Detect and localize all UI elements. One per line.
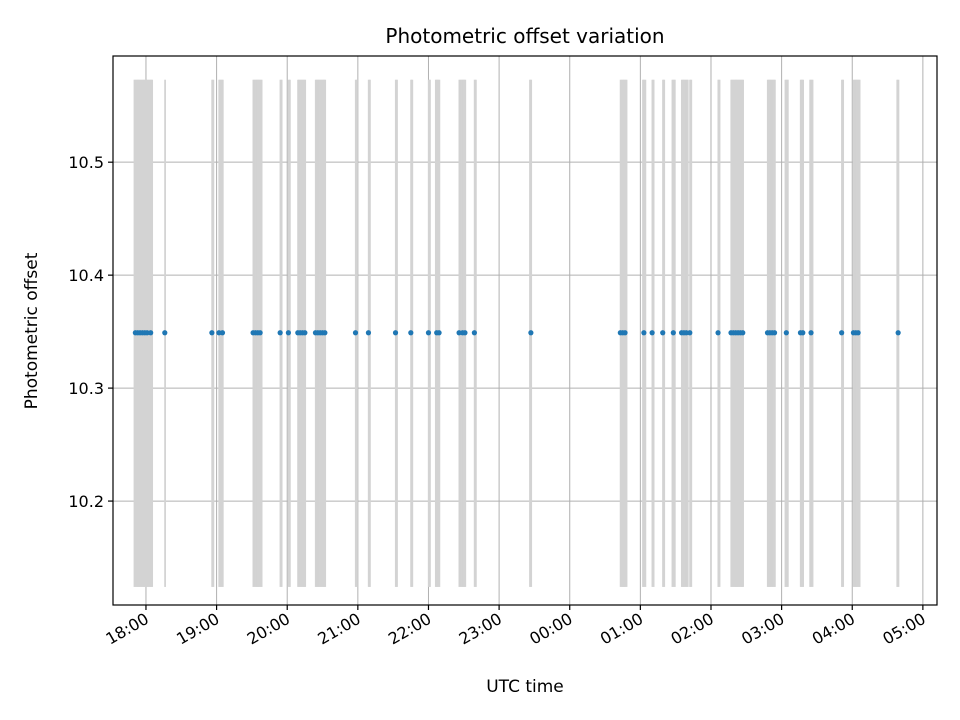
data-point <box>622 330 628 336</box>
data-point <box>425 330 432 336</box>
data-point <box>715 330 721 336</box>
data-points <box>132 330 901 336</box>
data-point <box>839 330 845 336</box>
chart-title: Photometric offset variation <box>385 24 664 48</box>
data-point <box>365 330 372 336</box>
data-point <box>895 330 901 336</box>
y-tick-label: 10.5 <box>68 153 104 172</box>
data-point <box>771 330 778 336</box>
data-point <box>641 330 647 336</box>
data-point <box>352 330 359 336</box>
data-point <box>436 330 442 336</box>
data-point <box>148 330 154 336</box>
data-point <box>649 330 655 336</box>
data-point <box>660 330 666 336</box>
data-point <box>408 330 414 336</box>
data-point <box>670 330 676 336</box>
data-point <box>257 330 263 336</box>
data-point <box>162 330 168 336</box>
data-point <box>740 330 746 336</box>
plot-frame <box>112 55 938 606</box>
data-point <box>392 330 399 336</box>
data-point <box>783 330 789 336</box>
data-point <box>209 330 215 336</box>
data-point <box>808 330 814 336</box>
x-axis-label: UTC time <box>486 677 564 697</box>
y-tick-label: 10.3 <box>68 379 104 398</box>
data-point <box>462 330 468 336</box>
data-point <box>855 330 861 336</box>
data-point <box>687 330 693 336</box>
y-axis-ticks: 10.2 10.3 10.4 10.5 <box>68 153 113 511</box>
y-tick-label: 10.2 <box>68 492 104 511</box>
y-tick-label: 10.4 <box>68 266 104 285</box>
data-point <box>302 330 308 336</box>
data-point <box>800 330 806 336</box>
data-point <box>322 330 328 336</box>
data-point <box>471 330 477 336</box>
data-point <box>285 330 291 336</box>
data-point <box>528 330 534 336</box>
y-axis-label: Photometric offset <box>22 252 42 409</box>
data-point <box>219 330 226 336</box>
data-point <box>277 330 283 336</box>
